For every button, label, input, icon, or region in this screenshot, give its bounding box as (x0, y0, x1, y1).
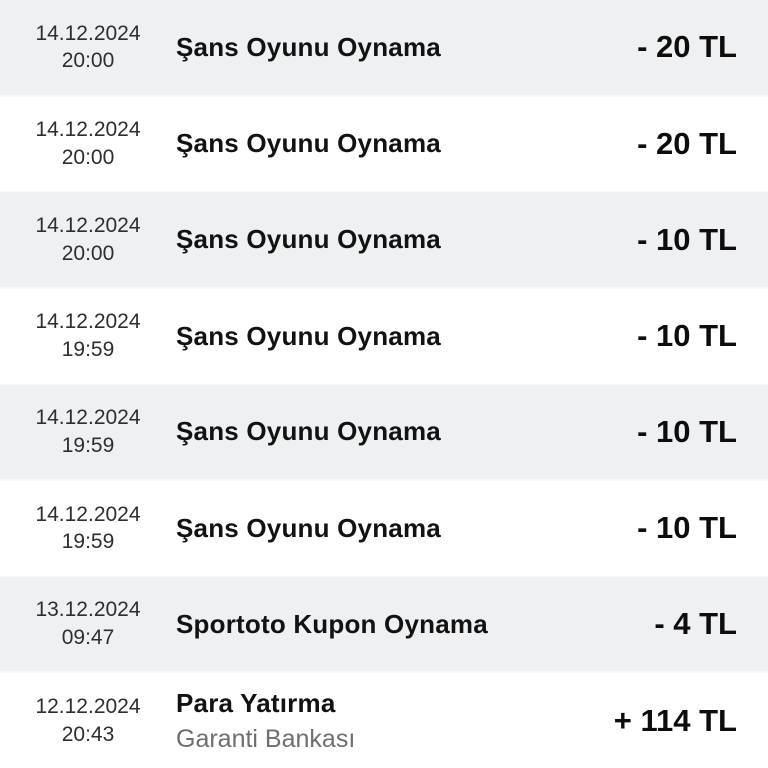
transaction-row[interactable]: 14.12.2024 19:59 Şans Oyunu Oynama - 10 … (0, 481, 768, 576)
transaction-description: Şans Oyunu Oynama (176, 513, 441, 544)
transaction-description: Şans Oyunu Oynama (176, 32, 441, 63)
transaction-title: Şans Oyunu Oynama (176, 31, 441, 62)
transaction-date: 14.12.2024 (35, 21, 141, 45)
transaction-description: Şans Oyunu Oynama (176, 416, 441, 447)
transaction-time: 19:59 (61, 530, 115, 554)
transaction-datetime: 13.12.2024 09:47 (14, 596, 162, 651)
transaction-date: 14.12.2024 (35, 213, 141, 237)
transaction-row[interactable]: 14.12.2024 20:00 Şans Oyunu Oynama - 20 … (0, 96, 768, 192)
transaction-title: Şans Oyunu Oynama (176, 416, 441, 447)
transaction-title: Sportoto Kupon Oynama (176, 608, 488, 639)
transaction-time: 20:43 (61, 722, 115, 746)
transaction-row[interactable]: 13.12.2024 09:47 Sportoto Kupon Oynama -… (0, 575, 768, 674)
transaction-datetime: 14.12.2024 19:59 (14, 308, 162, 363)
transaction-amount: - 20 TL (637, 29, 737, 65)
transaction-amount: - 20 TL (637, 125, 737, 161)
transaction-row[interactable]: 14.12.2024 19:59 Şans Oyunu Oynama - 10 … (0, 383, 768, 482)
transaction-description: Şans Oyunu Oynama (176, 128, 441, 159)
transaction-datetime: 14.12.2024 19:59 (14, 501, 162, 556)
transaction-description: Şans Oyunu Oynama (176, 224, 441, 255)
transaction-description: Şans Oyunu Oynama (176, 321, 441, 352)
transaction-time: 20:00 (61, 145, 115, 169)
transaction-amount: - 4 TL (654, 606, 737, 642)
transaction-bank-name: Garanti Bankası (176, 724, 356, 753)
transaction-amount: + 114 TL (613, 702, 737, 738)
transaction-row[interactable]: 14.12.2024 19:59 Şans Oyunu Oynama - 10 … (0, 288, 768, 384)
transaction-datetime: 14.12.2024 20:00 (14, 20, 162, 75)
transaction-datetime: 12.12.2024 20:43 (14, 693, 162, 748)
transaction-datetime: 14.12.2024 19:59 (14, 404, 162, 459)
transaction-date: 14.12.2024 (35, 118, 141, 142)
transaction-row[interactable]: 14.12.2024 20:00 Şans Oyunu Oynama - 20 … (0, 0, 768, 97)
transaction-row[interactable]: 14.12.2024 20:00 Şans Oyunu Oynama - 10 … (0, 191, 768, 289)
transaction-date: 12.12.2024 (35, 694, 141, 718)
transaction-row[interactable]: 12.12.2024 20:43 Para Yatırma Garanti Ba… (0, 673, 768, 768)
transaction-time: 20:00 (61, 49, 115, 73)
transaction-description: Sportoto Kupon Oynama (176, 609, 488, 640)
transaction-amount: - 10 TL (637, 221, 737, 257)
transaction-title: Şans Oyunu Oynama (176, 224, 441, 255)
transaction-datetime: 14.12.2024 20:00 (14, 212, 162, 267)
transaction-date: 14.12.2024 (35, 406, 141, 430)
transaction-title: Para Yatırma (176, 687, 336, 718)
transaction-date: 14.12.2024 (35, 502, 141, 526)
transaction-title: Şans Oyunu Oynama (176, 320, 441, 351)
transaction-description: Para Yatırma Garanti Bankası (176, 688, 355, 754)
transaction-title: Şans Oyunu Oynama (176, 512, 441, 543)
transaction-amount: - 10 TL (637, 318, 737, 354)
transaction-amount: - 10 TL (637, 413, 737, 449)
transaction-datetime: 14.12.2024 20:00 (14, 116, 162, 171)
transaction-time: 19:59 (61, 433, 115, 457)
transaction-title: Şans Oyunu Oynama (176, 128, 441, 159)
transaction-time: 19:59 (61, 338, 115, 362)
transaction-date: 14.12.2024 (35, 310, 141, 334)
transaction-time: 09:47 (61, 626, 115, 650)
transaction-amount: - 10 TL (637, 510, 737, 546)
transaction-time: 20:00 (61, 241, 115, 265)
transaction-date: 13.12.2024 (35, 598, 141, 622)
